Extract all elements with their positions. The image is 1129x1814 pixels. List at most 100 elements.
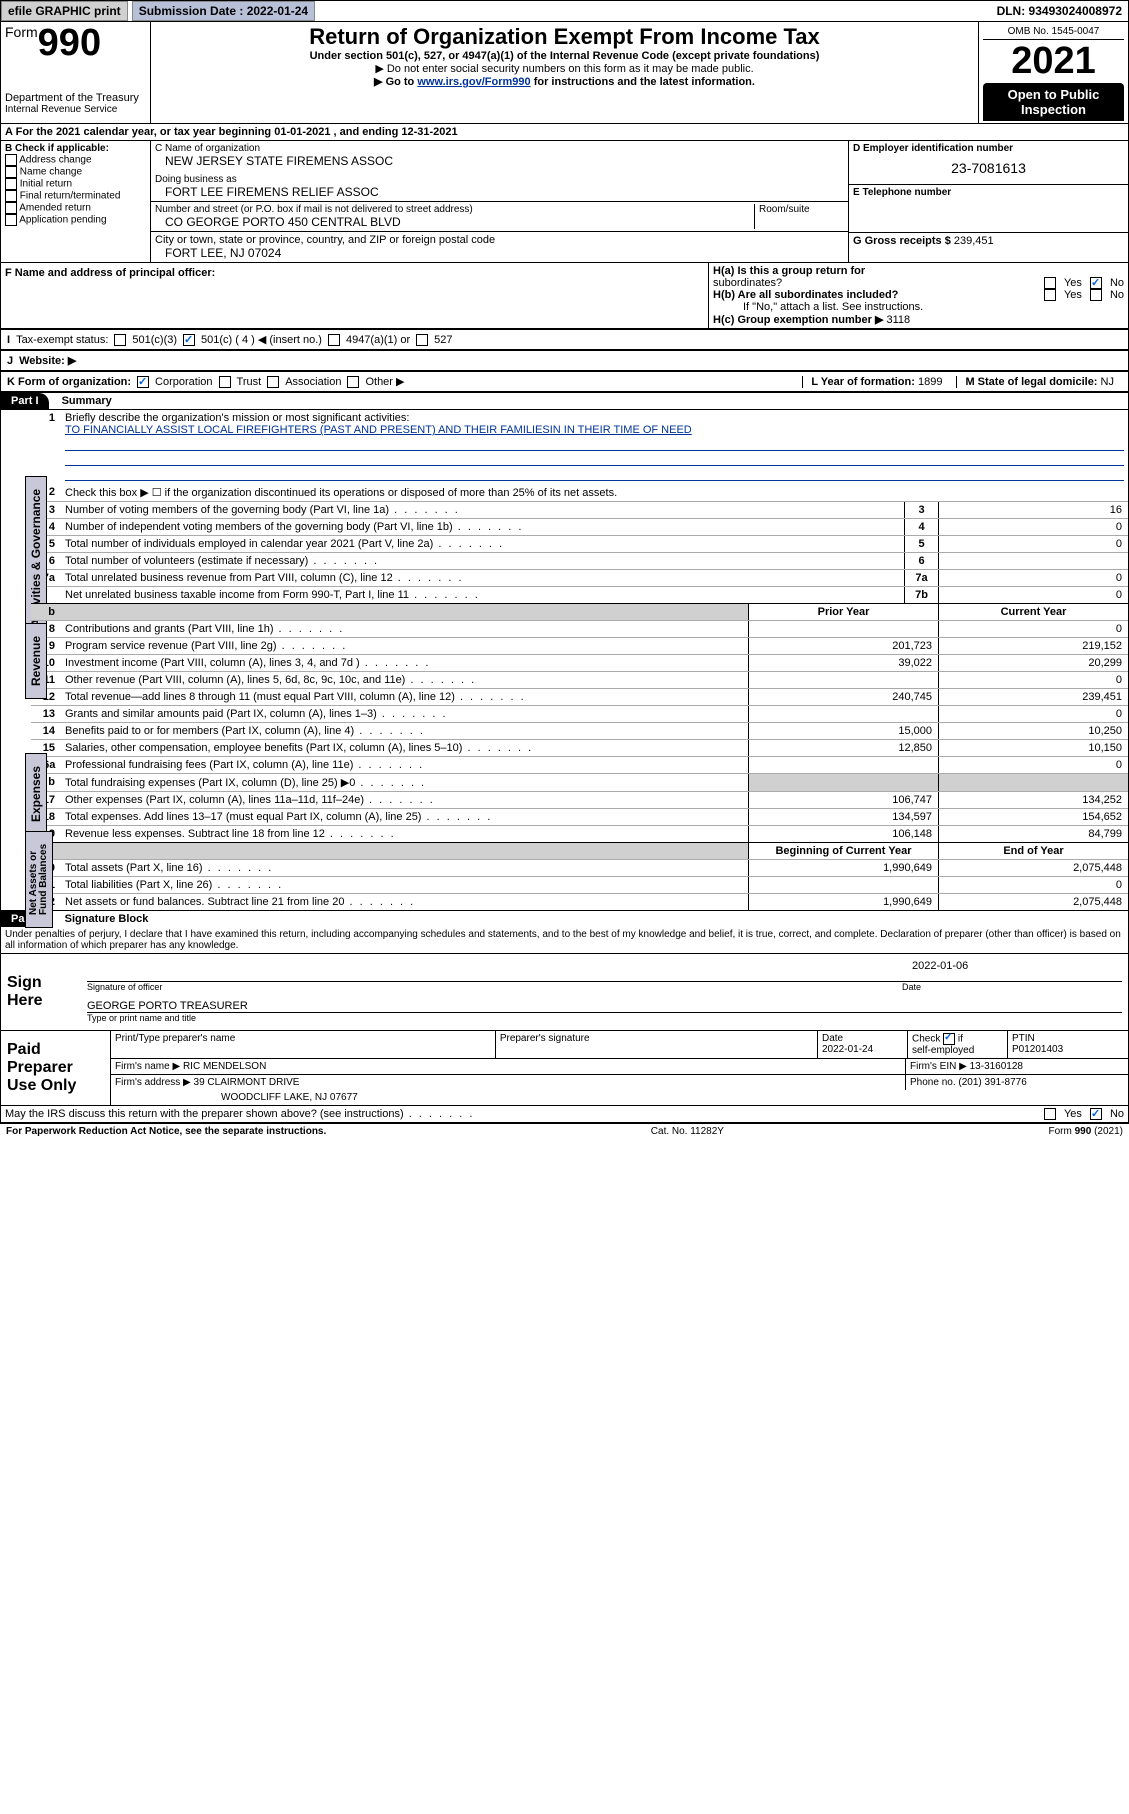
efile-print-button[interactable]: efile GRAPHIC print	[1, 1, 128, 21]
hb-no[interactable]	[1090, 289, 1102, 301]
ha-yes[interactable]	[1044, 277, 1056, 289]
dept-treasury: Department of the Treasury	[5, 92, 146, 104]
sidetab-expenses: Expenses	[25, 753, 47, 835]
discuss-question: May the IRS discuss this return with the…	[5, 1108, 1044, 1120]
col-current-year: Current Year	[938, 604, 1128, 620]
dba-name: FORT LEE FIREMENS RELIEF ASSOC	[155, 185, 844, 199]
q1-label: Briefly describe the organization's miss…	[65, 412, 409, 424]
summary-row: 14Benefits paid to or for members (Part …	[31, 722, 1128, 739]
d-ein-label: D Employer identification number	[853, 143, 1124, 154]
chk-trust[interactable]	[219, 376, 231, 388]
part-ii-name: Signature Block	[55, 911, 159, 927]
submission-date-pill: Submission Date : 2022-01-24	[132, 1, 315, 21]
omb-number: OMB No. 1545-0047	[983, 24, 1124, 40]
chk-initial-return[interactable]: Initial return	[5, 178, 146, 190]
chk-address-change[interactable]: Address change	[5, 154, 146, 166]
firm-ein: 13-3160128	[970, 1061, 1023, 1072]
chk-amended-return[interactable]: Amended return	[5, 202, 146, 214]
form-title: Return of Organization Exempt From Incom…	[155, 24, 974, 50]
summary-row: 8Contributions and grants (Part VIII, li…	[31, 620, 1128, 637]
chk-application-pending[interactable]: Application pending	[5, 214, 146, 226]
chk-name-change[interactable]: Name change	[5, 166, 146, 178]
goto-prefix: ▶ Go to	[374, 76, 417, 88]
line-a-tax-year: A For the 2021 calendar year, or tax yea…	[1, 124, 1128, 141]
chk-501c3[interactable]	[114, 334, 126, 346]
goto-suffix: for instructions and the latest informat…	[531, 76, 755, 88]
officer-name-title: GEORGE PORTO TREASURER	[87, 992, 1122, 1013]
prep-name-hdr: Print/Type preparer's name	[111, 1031, 496, 1058]
city-label: City or town, state or province, country…	[155, 234, 844, 246]
sign-here-label: Sign Here	[1, 954, 81, 1030]
k-label: K Form of organization:	[7, 376, 131, 388]
sig-date-label: Date	[902, 982, 1122, 992]
summary-row: 3Number of voting members of the governi…	[31, 501, 1128, 518]
type-print-label: Type or print name and title	[87, 1013, 1122, 1023]
perjury-declaration: Under penalties of perjury, I declare th…	[1, 927, 1128, 953]
discuss-yes[interactable]	[1044, 1108, 1056, 1120]
open-to-public: Open to PublicInspection	[983, 83, 1124, 121]
firm-phone: (201) 391-8776	[958, 1077, 1026, 1088]
summary-row: 7aTotal unrelated business revenue from …	[31, 569, 1128, 586]
org-name: NEW JERSEY STATE FIREMENS ASSOC	[155, 154, 844, 168]
sidetab-net-assets: Net Assets orFund Balances	[25, 831, 53, 928]
form-header: Form990 Department of the Treasury Inter…	[1, 22, 1128, 124]
irs-label: Internal Revenue Service	[5, 104, 146, 115]
section-b-checks: B Check if applicable: Address change Na…	[1, 141, 151, 262]
pra-notice: For Paperwork Reduction Act Notice, see …	[6, 1126, 326, 1137]
summary-row: 15Salaries, other compensation, employee…	[31, 739, 1128, 756]
col-bcy: Beginning of Current Year	[748, 843, 938, 859]
f-principal-officer-label: F Name and address of principal officer:	[5, 267, 704, 279]
chk-4947[interactable]	[328, 334, 340, 346]
ha-label: H(a) Is this a group return for	[713, 265, 865, 277]
dln-label: DLN: 93493024008972	[991, 2, 1128, 20]
tax-year: 2021	[983, 40, 1124, 83]
summary-row: 10Investment income (Part VIII, column (…	[31, 654, 1128, 671]
ptin-value: P01201403	[1012, 1044, 1063, 1055]
website-label: Website: ▶	[19, 354, 76, 367]
form-subtitle-2: ▶ Do not enter social security numbers o…	[155, 62, 974, 75]
form-number: 990	[38, 22, 101, 64]
g-gross-label: G Gross receipts $	[853, 235, 951, 247]
col-prior-year: Prior Year	[748, 604, 938, 620]
year-formation: 1899	[918, 376, 942, 388]
summary-row: 16aProfessional fundraising fees (Part I…	[31, 756, 1128, 773]
summary-row: bTotal fundraising expenses (Part IX, co…	[31, 773, 1128, 791]
firm-name: RIC MENDELSON	[183, 1061, 266, 1072]
ha-no[interactable]	[1090, 277, 1102, 289]
chk-other[interactable]	[347, 376, 359, 388]
firm-address-2: WOODCLIFF LAKE, NJ 07677	[111, 1090, 1128, 1105]
chk-corporation[interactable]	[137, 376, 149, 388]
summary-row: 12Total revenue—add lines 8 through 11 (…	[31, 688, 1128, 705]
addr-label: Number and street (or P.O. box if mail i…	[155, 204, 754, 215]
prep-date: 2022-01-24	[822, 1044, 873, 1055]
summary-row: 5Total number of individuals employed in…	[31, 535, 1128, 552]
chk-final-return[interactable]: Final return/terminated	[5, 190, 146, 202]
form-subtitle-1: Under section 501(c), 527, or 4947(a)(1)…	[155, 50, 974, 62]
ein-value: 23-7081613	[853, 154, 1124, 182]
chk-501c[interactable]	[183, 334, 195, 346]
state-domicile: NJ	[1101, 376, 1114, 388]
c-name-label: C Name of organization	[155, 143, 844, 154]
hb-yes[interactable]	[1044, 289, 1056, 301]
chk-self-employed[interactable]	[943, 1033, 955, 1045]
chk-association[interactable]	[267, 376, 279, 388]
discuss-no[interactable]	[1090, 1108, 1102, 1120]
summary-row: 11Other revenue (Part VIII, column (A), …	[31, 671, 1128, 688]
irs-link[interactable]: www.irs.gov/Form990	[417, 76, 530, 88]
room-suite-label: Room/suite	[754, 204, 844, 229]
tax-exempt-label: Tax-exempt status:	[16, 334, 108, 346]
summary-row: 4Number of independent voting members of…	[31, 518, 1128, 535]
sig-officer-label: Signature of officer	[87, 982, 902, 992]
hb-note: If "No," attach a list. See instructions…	[713, 301, 1124, 313]
part-i-header: Part I	[1, 393, 49, 409]
form-ref: Form 990 (2021)	[1049, 1126, 1123, 1137]
hb-label: H(b) Are all subordinates included?	[713, 289, 898, 301]
summary-row: 17Other expenses (Part IX, column (A), l…	[31, 791, 1128, 808]
hc-value: 3118	[886, 314, 910, 326]
summary-row: 18Total expenses. Add lines 13–17 (must …	[31, 808, 1128, 825]
chk-527[interactable]	[416, 334, 428, 346]
form-word: Form	[5, 24, 38, 40]
summary-row: 20Total assets (Part X, line 16)1,990,64…	[31, 859, 1128, 876]
sidetab-revenue: Revenue	[25, 623, 47, 699]
col-eoy: End of Year	[938, 843, 1128, 859]
